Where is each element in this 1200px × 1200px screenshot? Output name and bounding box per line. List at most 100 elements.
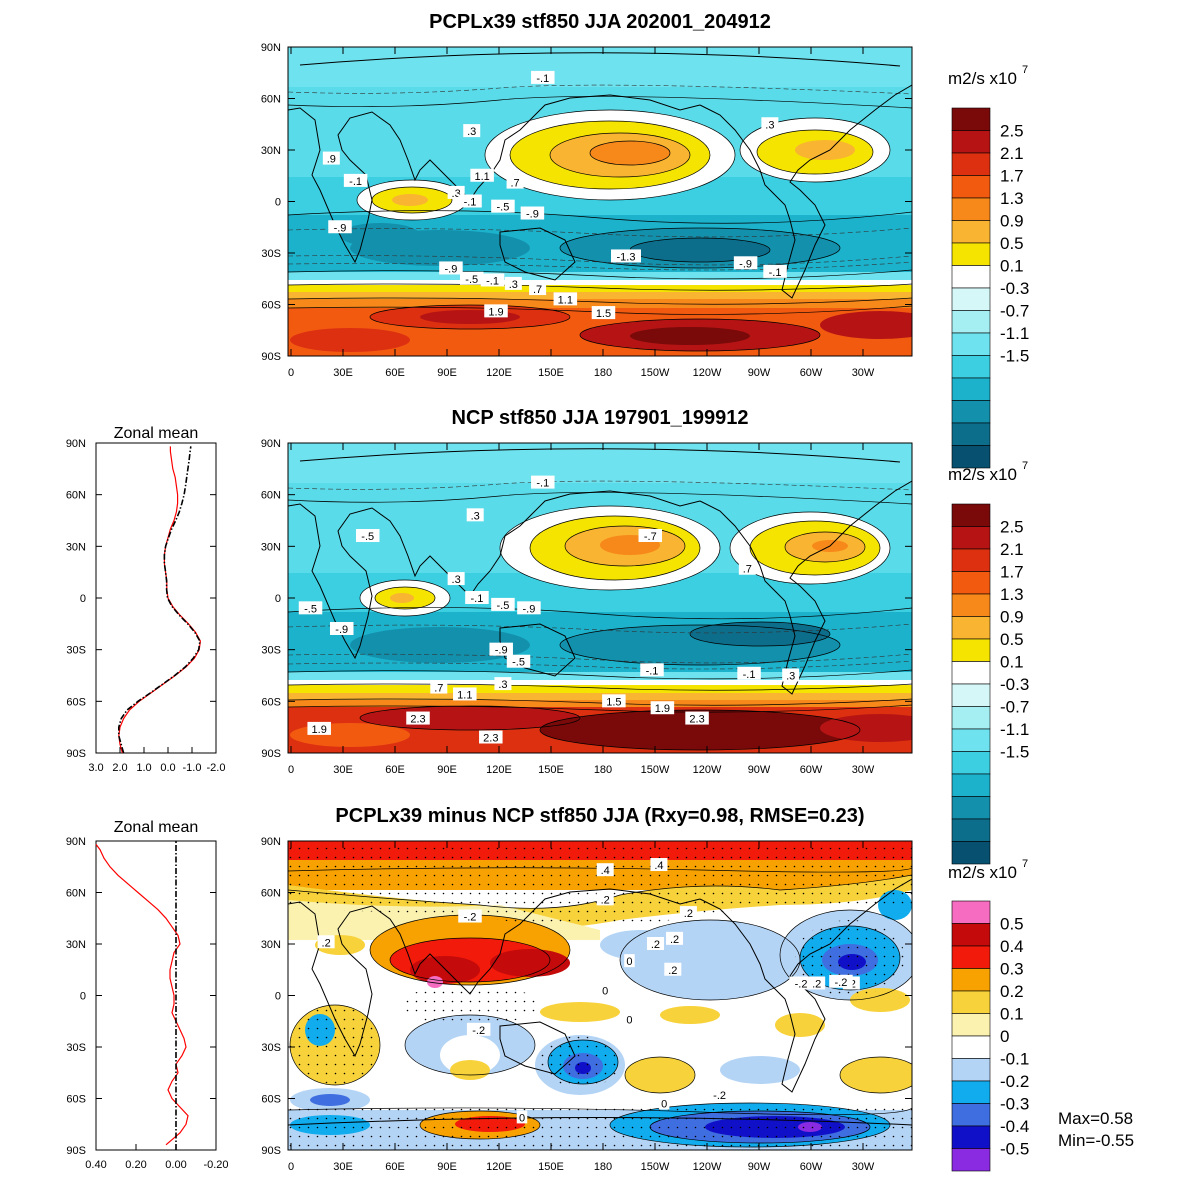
- colorbar-label: -0.4: [1000, 1117, 1029, 1136]
- panel-bottom-lat-ticks: 90N 60N 30N 0 30S 60S 90S: [261, 836, 912, 1157]
- colorbar-box: [951, 220, 991, 244]
- lon-tick-label: 60E: [385, 367, 405, 379]
- colorbar-label: 0.3: [1000, 960, 1024, 979]
- contour-label-box: [447, 572, 465, 586]
- colorbar-box: [951, 968, 991, 992]
- zonal-x-tick-label: 3.0: [88, 762, 103, 774]
- contour-label-box: [489, 642, 513, 656]
- contour-label: .2: [322, 937, 331, 949]
- colorbar-box: [951, 1148, 991, 1172]
- contour-label: -.7: [644, 531, 657, 543]
- lat-tick-label: 60N: [261, 490, 281, 502]
- lat-tick-label: 0: [275, 991, 281, 1003]
- lon-tick-label: 60E: [385, 1161, 405, 1173]
- colorbar-box: [951, 990, 991, 1014]
- contour-label: -.1: [536, 478, 549, 490]
- contour-label-box: [480, 273, 505, 287]
- zonal-x-tick-label: 0.20: [125, 1159, 146, 1171]
- contour-label-box: [782, 668, 800, 682]
- zonal-lat-tick-label: 60S: [66, 1094, 86, 1106]
- contour-label-box: [343, 173, 368, 187]
- colorbar-box: [951, 445, 991, 469]
- contour-label: .2: [651, 939, 660, 951]
- colorbar-label: 2.1: [1000, 144, 1024, 163]
- colorbar-box: [951, 616, 991, 640]
- contour-label-box: [658, 1096, 670, 1110]
- contour-label-box: [666, 931, 684, 945]
- lon-tick-label: 0: [288, 764, 294, 776]
- contour-label: -.9: [526, 209, 539, 221]
- contour-label-box: [707, 1088, 732, 1102]
- lat-tick-label: 30N: [261, 939, 281, 951]
- panel-bottom-title: PCPLx39 minus NCP stf850 JJA (Rxy=0.98, …: [335, 805, 864, 827]
- colorbar-label: 0.1: [1000, 257, 1024, 276]
- colorbar-label: -0.3: [1000, 675, 1029, 694]
- panel-top-colorbar: 2.5 2.1 1.7 1.3 0.9 0.5 0.1 -0.3 -0.7 -1.1 -1.5: [951, 107, 1029, 469]
- zonal-lat-tick-label: 90N: [66, 836, 86, 848]
- lat-tick-label: 30S: [261, 1042, 281, 1054]
- contour-label: .3: [765, 119, 774, 131]
- lat-tick-label: 90N: [261, 836, 281, 848]
- lat-tick-label: 60S: [261, 696, 281, 708]
- contour-label-box: [439, 261, 463, 275]
- contour-label: .3: [509, 279, 518, 291]
- colorbar-label: 0.9: [1000, 212, 1024, 231]
- contour-label: .7: [743, 564, 752, 576]
- contour-label-box: [506, 654, 531, 668]
- colorbar-label: 2.5: [1000, 122, 1024, 141]
- lon-tick-label: 150E: [538, 1161, 564, 1173]
- contour-label: .7: [533, 284, 542, 296]
- contour-label-box: [466, 1022, 491, 1036]
- zonal-lat-tick-label: 60S: [66, 696, 86, 708]
- contour-label: -.5: [361, 531, 374, 543]
- contour-label: .3: [467, 126, 476, 138]
- colorbar-box: [951, 1125, 991, 1149]
- lon-tick-label: 60W: [800, 367, 823, 379]
- colorbar-label: -1.1: [1000, 324, 1029, 343]
- panel-bottom-lon-ticks: 0 30E 60E 90E 120E 150E 180 150W 120W 90W 60W 30W: [288, 841, 875, 1173]
- lon-tick-label: 150E: [538, 764, 564, 776]
- lon-tick-label: 120E: [486, 764, 512, 776]
- panel-top-units: m2/s x10: [948, 69, 1017, 88]
- contour-label-box: [504, 276, 522, 290]
- colorbar-label: -0.3: [1000, 1095, 1029, 1114]
- contour-label: -.1: [471, 593, 484, 605]
- colorbar-label: 0.2: [1000, 982, 1024, 1001]
- lat-tick-label: 30S: [261, 645, 281, 657]
- panel-top-units-exponent: 7: [1022, 64, 1028, 76]
- contour-label-box: [531, 70, 555, 84]
- contour-label: .2: [670, 934, 679, 946]
- panel-bottom-units: m2/s x10: [948, 863, 1017, 882]
- contour-label-box: [599, 983, 611, 997]
- contour-label-box: [494, 677, 512, 691]
- lon-tick-label: 30W: [852, 367, 875, 379]
- colorbar-box: [951, 945, 991, 969]
- lon-tick-label: 30E: [333, 1161, 353, 1173]
- contour-label: -.5: [304, 603, 317, 615]
- contour-label-box: [506, 175, 524, 189]
- contour-label-box: [650, 858, 668, 872]
- colorbar-label: 0.1: [1000, 653, 1024, 672]
- panel-bottom-colorbar: 0.5 0.4 0.3 0.2 0.1 0 -0.1 -0.2 -0.3 -0.4 -0.5: [951, 900, 1029, 1172]
- lon-tick-label: 180: [594, 367, 612, 379]
- contour-label-box: [738, 561, 756, 575]
- lon-tick-label: 120E: [486, 1161, 512, 1173]
- zonal-mean-bottom-title: Zonal mean: [114, 819, 199, 836]
- stat-min: Min=-0.55: [1058, 1131, 1134, 1150]
- lon-tick-label: 60W: [800, 1161, 823, 1173]
- colorbar-box: [951, 175, 991, 199]
- zonal-mean-bottom-frame: [95, 840, 217, 1151]
- panel-middle-map: [288, 443, 912, 753]
- contour-label: 0: [519, 1112, 525, 1124]
- colorbar-label: 0.5: [1000, 234, 1024, 253]
- colorbar-label: 1.3: [1000, 189, 1024, 208]
- colorbar-box: [951, 923, 991, 947]
- contour-label-box: [491, 199, 515, 213]
- contour-label: 1.9: [488, 306, 503, 318]
- colorbar-box: [951, 287, 991, 311]
- zonal-x-tick-label: -0.20: [203, 1159, 228, 1171]
- zonal-mean-middle-lines: [118, 446, 202, 754]
- lon-tick-label: 90E: [437, 1161, 457, 1173]
- contour-label-box: [531, 475, 555, 489]
- colorbar-label: 0.5: [1000, 915, 1024, 934]
